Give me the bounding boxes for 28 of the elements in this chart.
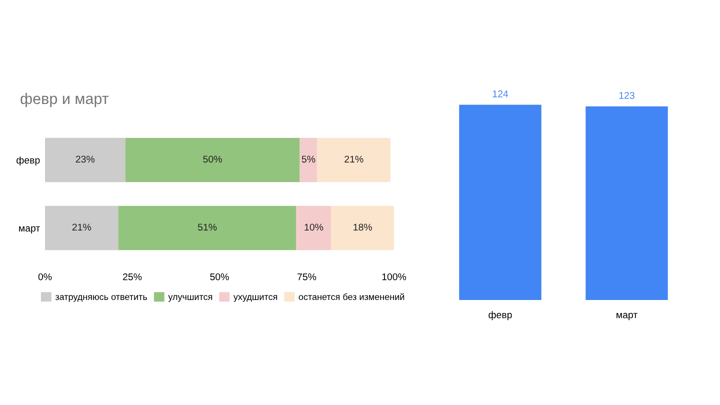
legend-label: затрудняюсь ответить <box>55 295 148 302</box>
data-label: 21% <box>72 224 92 231</box>
x-tick-label: 0% <box>38 273 52 280</box>
data-label: 5% <box>302 156 316 163</box>
x-tick-label: 25% <box>123 273 142 280</box>
bar <box>118 206 296 250</box>
bar <box>317 138 391 182</box>
data-label: 123 <box>619 92 634 99</box>
data-label: 50% <box>203 156 222 163</box>
bar <box>331 206 394 250</box>
legend-label: улучшится <box>168 295 212 302</box>
chart-title: февр и март <box>20 92 109 108</box>
data-label: 51% <box>198 224 217 231</box>
bar <box>45 138 126 182</box>
x-tick-label: 100% <box>382 273 406 280</box>
bar <box>45 206 118 250</box>
bar <box>296 206 332 250</box>
bar <box>125 138 300 182</box>
data-label: 10% <box>304 224 324 231</box>
data-label: 21% <box>344 156 364 163</box>
legend-label: ухудшится <box>233 295 278 302</box>
data-label: 124 <box>492 90 508 98</box>
legend-label: останется без изменений <box>298 293 404 300</box>
data-label: 23% <box>76 156 95 163</box>
x-tick-label: 50% <box>210 273 229 280</box>
data-label: 18% <box>354 224 372 231</box>
bar <box>300 138 318 182</box>
x-tick-label: 75% <box>298 273 316 280</box>
